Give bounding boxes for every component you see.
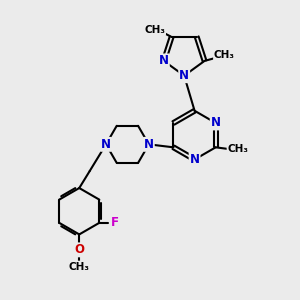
- Text: CH₃: CH₃: [214, 50, 235, 60]
- Text: N: N: [179, 69, 189, 82]
- Text: F: F: [111, 216, 119, 229]
- Text: N: N: [159, 54, 169, 68]
- Text: N: N: [144, 138, 154, 151]
- Text: CH₃: CH₃: [227, 144, 248, 154]
- Text: CH₃: CH₃: [69, 262, 90, 272]
- Text: CH₃: CH₃: [144, 25, 165, 34]
- Text: O: O: [74, 243, 84, 256]
- Text: N: N: [101, 138, 111, 151]
- Text: N: N: [190, 153, 200, 166]
- Text: N: N: [211, 116, 221, 130]
